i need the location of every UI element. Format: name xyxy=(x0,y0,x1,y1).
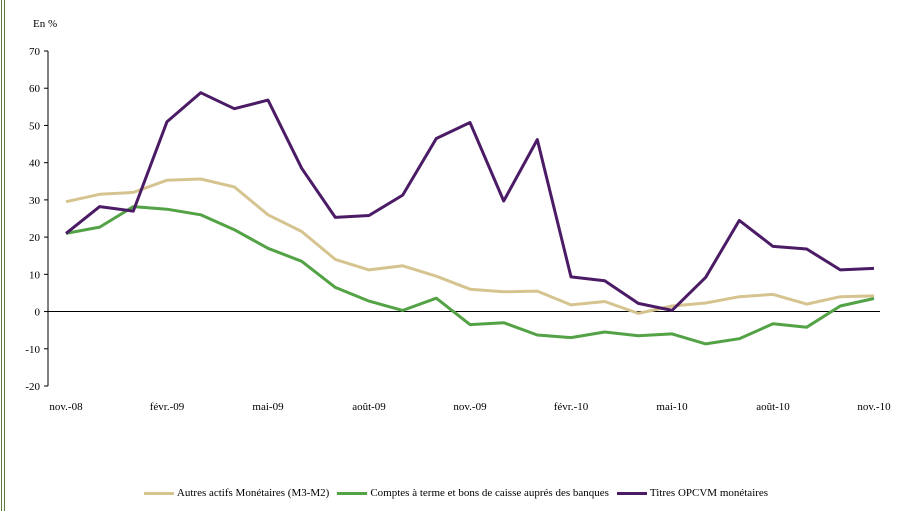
y-tick-label: 20 xyxy=(29,232,41,244)
y-tick-label: 40 xyxy=(29,158,41,170)
legend-swatch xyxy=(143,491,174,495)
series-line-2 xyxy=(65,91,875,312)
x-tick-label: mai-10 xyxy=(656,401,688,413)
series-line-0 xyxy=(65,177,875,315)
y-tick-label: 70 xyxy=(29,46,41,58)
legend-swatch xyxy=(337,491,368,495)
y-tick-label: -10 xyxy=(25,344,40,356)
y-tick-label: 0 xyxy=(35,307,41,319)
legend: Autres actifs Monétaires (M3-M2) Comptes… xyxy=(0,485,912,501)
x-axis: nov.-08 févr.-09 mai-09 août-09 nov.-09 févr.… xyxy=(48,311,891,413)
y-tick-label: -20 xyxy=(25,381,40,393)
x-tick-label: août-10 xyxy=(756,401,790,413)
legend-label: Autres actifs Monétaires (M3-M2) xyxy=(176,487,330,499)
y-axis-label: En % xyxy=(33,18,57,30)
x-tick-label: nov.-10 xyxy=(857,401,891,413)
x-tick-label: mai-09 xyxy=(252,401,284,413)
legend-item-comptes-a-terme: Comptes à terme et bons de caisse auprés… xyxy=(337,487,609,499)
x-tick-label: août-09 xyxy=(352,401,386,413)
legend-item-autres-actifs: Autres actifs Monétaires (M3-M2) xyxy=(143,487,330,499)
series-lines xyxy=(65,91,875,346)
legend-swatch xyxy=(616,491,647,495)
series-line-1 xyxy=(65,205,875,346)
x-tick-label: nov.-08 xyxy=(49,401,83,413)
x-tick-label: nov.-09 xyxy=(453,401,487,413)
y-tick-label: 60 xyxy=(29,83,41,95)
legend-label: Titres OPCVM monétaires xyxy=(649,487,769,499)
frame-line-left-inner xyxy=(4,0,5,511)
frame-line-left xyxy=(1,0,2,511)
y-tick-label: 30 xyxy=(29,195,41,207)
x-tick-label: févr.-09 xyxy=(150,401,185,413)
line-chart: En % 70 60 50 40 30 20 10 0 -10 -20 nov.-08 févr.-… xyxy=(25,18,891,413)
y-tick-label: 10 xyxy=(29,269,41,281)
x-tick-label: févr.-10 xyxy=(554,401,589,413)
y-tick-label: 50 xyxy=(29,120,41,132)
legend-item-titres-opcvm: Titres OPCVM monétaires xyxy=(616,487,769,499)
y-axis: 70 60 50 40 30 20 10 0 -10 -20 xyxy=(25,46,49,393)
legend-label: Comptes à terme et bons de caisse auprés… xyxy=(370,487,609,499)
